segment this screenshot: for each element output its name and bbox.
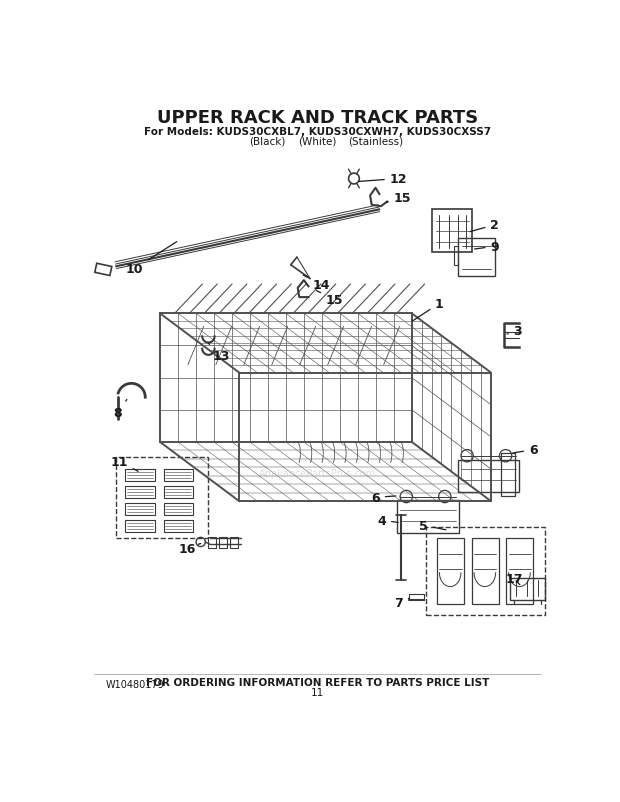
- Text: 13: 13: [208, 344, 230, 363]
- Text: 16: 16: [178, 542, 201, 555]
- Text: AppliancePartsPros.com: AppliancePartsPros.com: [259, 468, 376, 478]
- Bar: [397, 500, 459, 533]
- Bar: [125, 469, 154, 481]
- Bar: [125, 503, 154, 516]
- Bar: [164, 520, 193, 533]
- Text: W10480179: W10480179: [106, 679, 165, 690]
- Bar: [95, 264, 112, 276]
- Text: 9: 9: [474, 241, 499, 253]
- Bar: [208, 537, 216, 549]
- Bar: [472, 538, 498, 604]
- Bar: [164, 486, 193, 499]
- Text: 11: 11: [110, 455, 138, 472]
- Text: 15: 15: [386, 192, 411, 205]
- Text: 11: 11: [311, 687, 324, 697]
- Text: 8: 8: [113, 400, 127, 419]
- Text: 6: 6: [371, 491, 396, 504]
- Text: 2: 2: [470, 219, 499, 233]
- Bar: [510, 578, 545, 600]
- Text: 3: 3: [507, 324, 522, 338]
- Bar: [458, 460, 520, 492]
- Bar: [425, 527, 545, 615]
- Bar: [116, 458, 208, 538]
- Text: For Models: KUDS30CXBL7, KUDS30CXWH7, KUDS30CXSS7: For Models: KUDS30CXBL7, KUDS30CXWH7, KU…: [144, 127, 491, 136]
- Bar: [454, 246, 458, 265]
- Text: 17: 17: [505, 573, 523, 585]
- Bar: [507, 538, 533, 604]
- Text: 14: 14: [303, 276, 330, 291]
- Bar: [432, 210, 472, 253]
- Bar: [125, 486, 154, 499]
- Bar: [458, 238, 495, 277]
- Bar: [164, 503, 193, 516]
- Text: 4: 4: [378, 514, 398, 527]
- Text: (Black): (Black): [249, 136, 286, 146]
- Text: 5: 5: [419, 519, 446, 532]
- Bar: [219, 537, 227, 549]
- Text: 1: 1: [412, 298, 444, 322]
- Bar: [437, 538, 464, 604]
- Text: FOR ORDERING INFORMATION REFER TO PARTS PRICE LIST: FOR ORDERING INFORMATION REFER TO PARTS …: [146, 677, 489, 687]
- Text: 15: 15: [316, 291, 343, 306]
- Text: (White): (White): [299, 136, 337, 146]
- Bar: [230, 537, 237, 549]
- Bar: [125, 520, 154, 533]
- Text: 10: 10: [126, 242, 177, 276]
- Text: 12: 12: [359, 172, 407, 186]
- Text: 6: 6: [513, 444, 538, 456]
- Text: 7: 7: [394, 596, 409, 609]
- Text: UPPER RACK AND TRACK PARTS: UPPER RACK AND TRACK PARTS: [157, 109, 479, 127]
- Bar: [501, 454, 515, 496]
- Bar: [164, 469, 193, 481]
- Text: (Stainless): (Stainless): [348, 136, 403, 146]
